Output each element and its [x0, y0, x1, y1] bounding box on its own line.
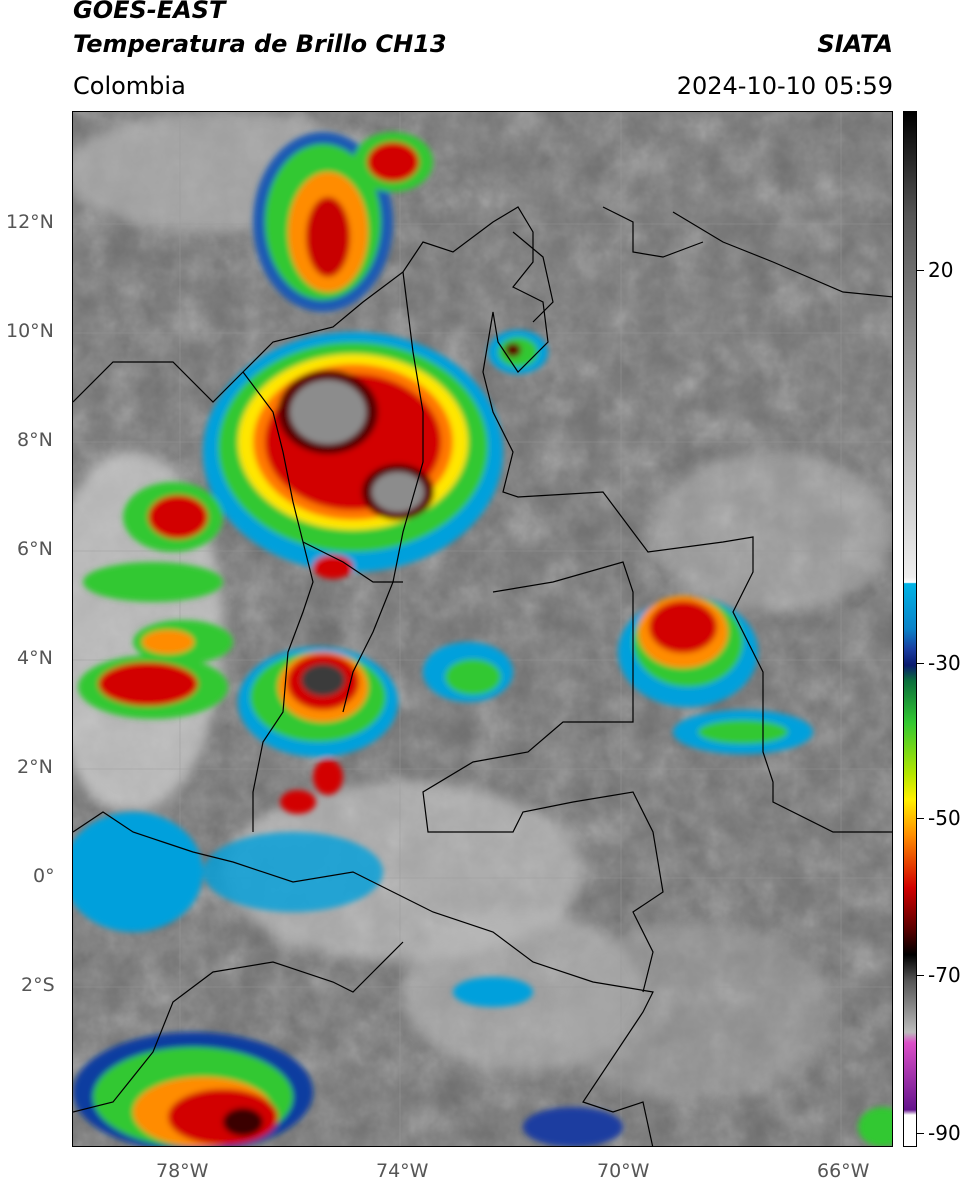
- lon-label-74w: 74°W: [376, 1160, 429, 1182]
- lon-label-66w: 66°W: [817, 1160, 870, 1182]
- colorbar-label-neg30: -30: [928, 651, 961, 675]
- satellite-title: GOES-EAST: [73, 0, 226, 24]
- lat-label-4n: 4°N: [17, 647, 53, 669]
- borders: [73, 206, 892, 1146]
- colorbar-tick: [917, 818, 924, 819]
- map-canvas: [73, 112, 892, 1146]
- satellite-map: [72, 111, 893, 1147]
- lat-label-2s: 2°S: [21, 974, 55, 996]
- agency-label: SIATA: [817, 30, 893, 58]
- lat-label-10n: 10°N: [6, 320, 54, 342]
- colorbar-tick: [917, 663, 924, 664]
- lat-label-6n: 6°N: [17, 538, 53, 560]
- region-label: Colombia: [73, 72, 186, 100]
- colorbar-label-neg70: -70: [928, 963, 961, 987]
- lat-label-2n: 2°N: [17, 756, 53, 778]
- colorbar-tick: [917, 270, 924, 271]
- storm-north: [253, 132, 433, 312]
- lat-label-8n: 8°N: [17, 429, 53, 451]
- storm-central: [203, 332, 503, 579]
- product-title: Temperatura de Brillo CH13: [73, 30, 447, 58]
- colorbar-tick: [917, 975, 924, 976]
- lat-label-12n: 12°N: [6, 211, 54, 233]
- colorbar-label-neg50: -50: [928, 806, 961, 830]
- storm-west: [78, 482, 233, 719]
- datetime-label: 2024-10-10 05:59: [676, 72, 893, 100]
- colorbar-label-20: 20: [928, 258, 954, 282]
- scattered-cells: [73, 330, 892, 1146]
- storm-east: [618, 596, 813, 754]
- lon-label-70w: 70°W: [597, 1160, 650, 1182]
- lat-label-0: 0°: [33, 865, 55, 887]
- storm-cells: [73, 132, 892, 1146]
- colorbar-tick: [917, 1133, 924, 1134]
- colorbar: [903, 111, 917, 1147]
- colorbar-label-neg90: -90: [928, 1121, 961, 1145]
- lon-label-78w: 78°W: [156, 1160, 209, 1182]
